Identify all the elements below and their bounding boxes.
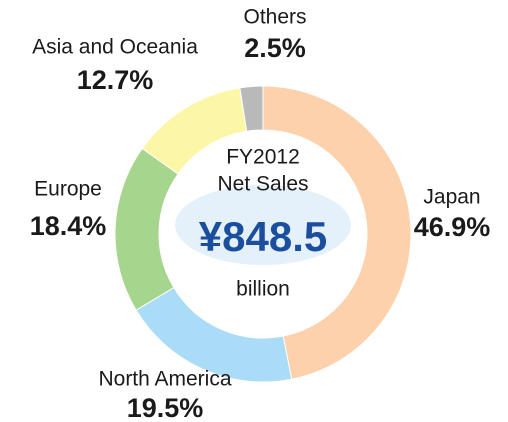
center-line: FY2012: [226, 146, 300, 169]
donut-slice: [114, 147, 179, 311]
slice-name: North America: [98, 368, 231, 391]
slice-value-label: 46.9%: [414, 212, 491, 242]
center-line: Net Sales: [217, 173, 308, 196]
donut-slice: [239, 85, 264, 132]
slice-name: Others: [243, 6, 306, 29]
slice-name: Europe: [34, 178, 102, 201]
center-line: billion: [236, 278, 290, 301]
slice-value-label: 12.7%: [77, 65, 154, 95]
donut-slice: [262, 85, 412, 380]
slice-value-label: 18.4%: [30, 211, 107, 241]
slice-value-label: 2.5%: [244, 33, 306, 63]
slice-name: Japan: [423, 186, 480, 209]
slice-value-label: 19.5%: [127, 393, 204, 422]
map-backdrop: [175, 185, 351, 265]
slice-name: Asia and Oceania: [32, 36, 198, 59]
center-total: ¥848.5: [199, 213, 327, 260]
